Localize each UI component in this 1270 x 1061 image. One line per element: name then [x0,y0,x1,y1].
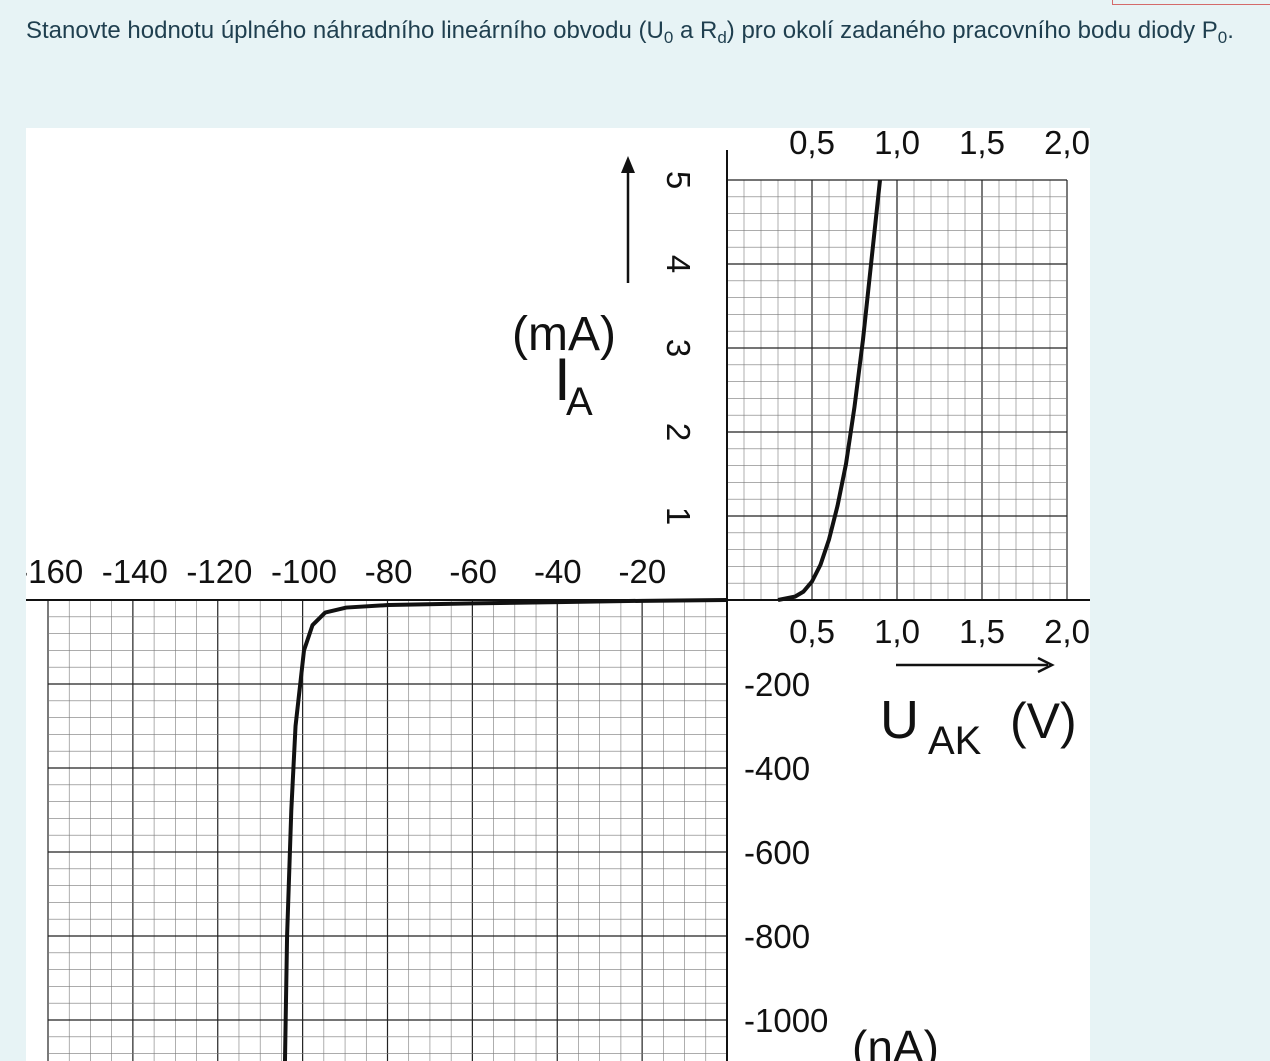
xlabel-forward-unit: (V) [1010,693,1077,749]
forward-x-tick-top: 2,0 [1044,128,1090,161]
ylabel-forward: I [554,346,571,413]
chart-grids [47,179,1068,1061]
reverse-x-tick: -40 [534,553,582,590]
chart-tick-labels: 0,5 0,5 1,0 1,0 1,5 1,5 2,0 2,0 1 2 3 4 5 -160 -140 -12… [26,128,1090,1039]
forward-x-tick-top: 1,5 [959,128,1005,161]
reverse-y-tick: -800 [744,918,810,955]
reverse-y-tick: -600 [744,834,810,871]
reverse-curve [282,598,728,1061]
reverse-y-tick: -1000 [744,1002,828,1039]
reverse-x-tick: -120 [186,553,252,590]
chart-curves [282,179,882,1061]
reverse-x-tick: -140 [102,553,168,590]
ylabel-forward-sub: A [566,380,593,424]
diode-va-characteristic-figure: 0,5 0,5 1,0 1,0 1,5 1,5 2,0 2,0 1 2 3 4 5 -160 -140 -12… [26,128,1090,1061]
reverse-x-tick: -100 [271,553,337,590]
reverse-x-tick: -20 [619,553,667,590]
ylabel-forward-unit: (mA) [512,308,616,361]
xlabel-forward: U [880,690,919,750]
frame-corner [1112,0,1270,5]
x-axis-arrow [896,656,1055,674]
forward-x-tick-bottom: 1,5 [959,613,1005,650]
reverse-y-tick: -200 [744,666,810,703]
xlabel-forward-sub: AK [928,719,982,763]
va-chart: 0,5 0,5 1,0 1,0 1,5 1,5 2,0 2,0 1 2 3 4 5 -160 -140 -12… [26,128,1090,1061]
forward-curve [777,179,882,602]
reverse-y-tick: -400 [744,750,810,787]
forward-x-tick-top: 0,5 [789,128,835,161]
forward-x-tick-bottom: 1,0 [874,613,920,650]
forward-x-tick-bottom: 0,5 [789,613,835,650]
reverse-x-tick: -160 [26,553,83,590]
forward-x-tick-bottom: 2,0 [1044,613,1090,650]
reverse-x-tick: -80 [365,553,413,590]
forward-x-tick-top: 1,0 [874,128,920,161]
forward-y-tick: 2 [660,423,697,441]
forward-y-tick: 4 [660,255,697,273]
chart-axes [26,150,1090,1061]
forward-y-tick: 3 [660,339,697,357]
ylabel-reverse-unit: (nA) [852,1021,939,1061]
forward-y-tick: 1 [660,507,697,525]
y-axis-arrow [621,156,635,283]
forward-y-tick: 5 [660,171,697,189]
question-text: Stanovte hodnotu úplného náhradního line… [26,17,1234,47]
reverse-x-tick: -60 [449,553,497,590]
